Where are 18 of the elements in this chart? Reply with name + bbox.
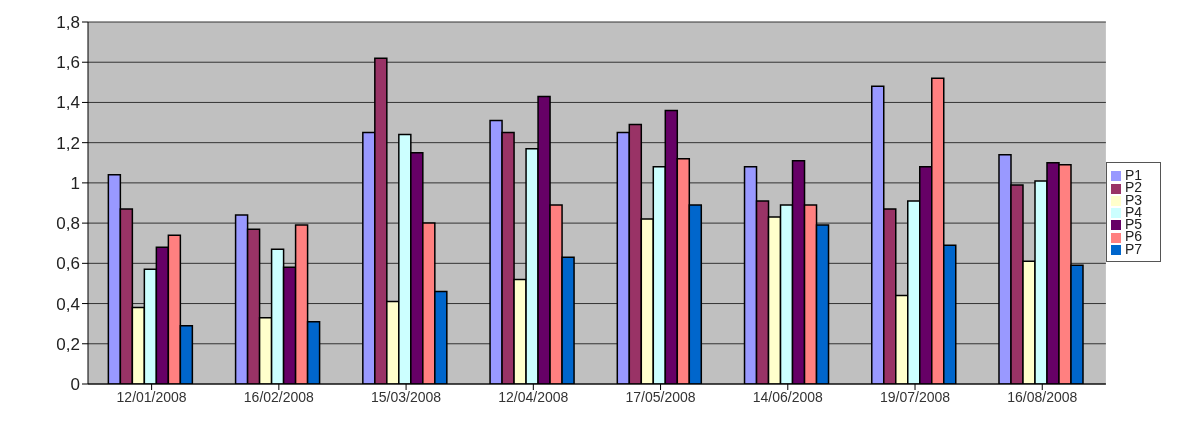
x-tick-label: 17/05/2008 bbox=[625, 388, 696, 405]
x-tick-label: 15/03/2008 bbox=[371, 388, 442, 405]
y-tick-label: 0,4 bbox=[56, 294, 80, 314]
y-tick-label: 1 bbox=[70, 173, 80, 193]
x-tick-label: 19/07/2008 bbox=[879, 388, 951, 405]
x-tick-label: 12/01/2008 bbox=[116, 388, 187, 405]
y-tick-label: 1,8 bbox=[56, 13, 80, 33]
y-tick-label: 0,8 bbox=[56, 214, 80, 234]
x-tick-label: 14/06/2008 bbox=[752, 388, 824, 405]
y-tick-label: 1,4 bbox=[56, 93, 80, 113]
y-tick-label: 0,6 bbox=[56, 254, 80, 274]
y-tick-label: 1,6 bbox=[56, 53, 80, 73]
y-tick-label: 1,2 bbox=[56, 133, 80, 153]
x-tick-label: 12/04/2008 bbox=[498, 388, 569, 405]
x-tick-label: 16/02/2008 bbox=[243, 388, 315, 405]
y-tick-label: 0,2 bbox=[56, 334, 80, 354]
y-tick-label: 0 bbox=[70, 375, 80, 395]
x-tick-label: 16/08/2008 bbox=[1007, 388, 1078, 405]
